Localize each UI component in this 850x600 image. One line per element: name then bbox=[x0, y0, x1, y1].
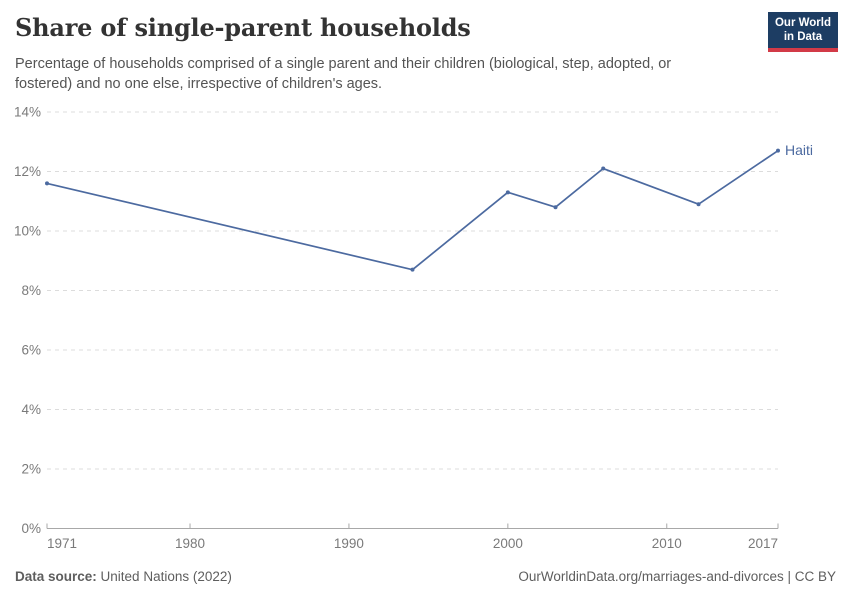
x-tick-label-2010: 2010 bbox=[652, 536, 682, 551]
data-source-label: Data source: bbox=[15, 569, 97, 584]
series-label-haiti[interactable]: Haiti bbox=[785, 142, 813, 158]
footer-separator: | bbox=[783, 569, 795, 584]
y-tick-label-6: 6% bbox=[21, 343, 41, 358]
footer-url-link[interactable]: OurWorldinData.org/marriages-and-divorce… bbox=[518, 569, 784, 584]
owid-logo-line1: Our World bbox=[774, 17, 831, 29]
data-source-note: Data source: United Nations (2022) bbox=[15, 569, 232, 584]
y-tick-label-0: 0% bbox=[21, 521, 41, 536]
y-tick-label-2: 2% bbox=[21, 462, 41, 477]
y-tick-label-12: 12% bbox=[14, 164, 41, 179]
data-source-value: United Nations (2022) bbox=[100, 569, 232, 584]
y-tick-label-4: 4% bbox=[21, 402, 41, 417]
x-tick-label-1971: 1971 bbox=[47, 536, 77, 551]
y-tick-label-10: 10% bbox=[14, 224, 41, 239]
chart-subtitle: Percentage of households comprised of a … bbox=[15, 56, 672, 92]
owid-logo-line2: in Data bbox=[783, 30, 823, 43]
owid-logo[interactable]: Our World in Data bbox=[767, 12, 838, 52]
footer-license: CC BY bbox=[794, 569, 836, 584]
x-tick-label-2000: 2000 bbox=[493, 536, 523, 551]
x-tick-label-2017: 2017 bbox=[748, 536, 778, 551]
chart-title: Share of single-parent households bbox=[15, 13, 471, 42]
x-tick-label-1990: 1990 bbox=[334, 536, 364, 551]
y-tick-label-14: 14% bbox=[14, 105, 41, 120]
x-tick-label-1980: 1980 bbox=[175, 536, 205, 551]
footer-attribution: OurWorldinData.org/marriages-and-divorce… bbox=[518, 569, 836, 584]
series-line-haiti[interactable] bbox=[46, 149, 779, 271]
y-tick-label-8: 8% bbox=[21, 283, 41, 298]
